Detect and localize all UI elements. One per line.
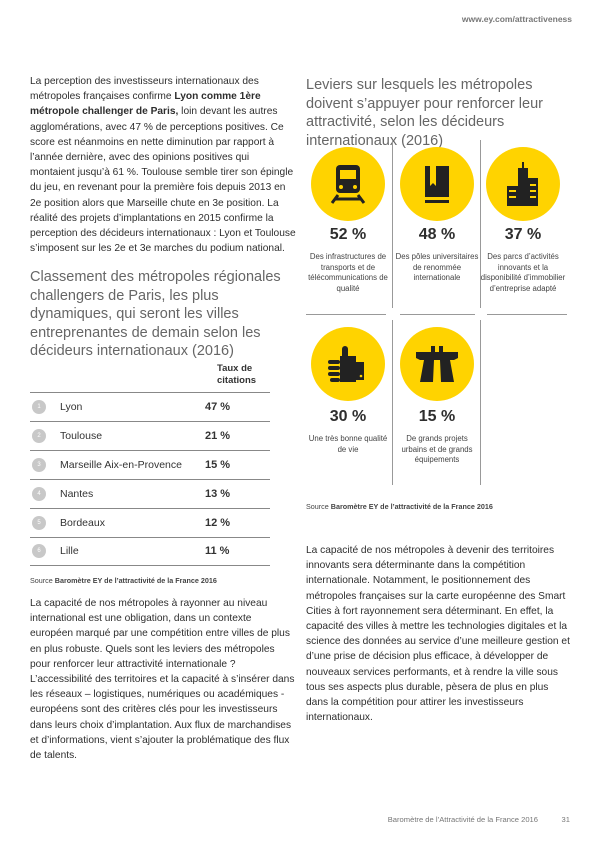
value: 12 % [205,516,231,529]
divider [392,140,393,308]
ranking-source: Source Baromètre EY de l’attractivité de… [30,576,296,586]
divider [400,314,475,315]
footer-title: Baromètre de l’Attractivité de la France… [387,815,538,824]
divider [480,320,481,485]
divider [392,320,393,485]
lever-value: 15 % [418,408,456,425]
table-row: 6 Lille 11 % [30,536,270,566]
value: 11 % [205,545,230,558]
city: Lille [60,545,79,558]
source-label: Source [30,575,55,585]
intro-bold: Lyon comme 1ère métropole challenger de … [30,91,261,118]
city: Toulouse [60,429,103,442]
lever-caption: Une très bonne qualité de vie [308,434,388,454]
value: 21 % [205,429,231,442]
page-number: 31 [561,815,570,824]
rank-badge: 1 [32,399,46,414]
left-column: La perception des investisseurs internat… [30,74,296,763]
right-paragraph: La capacité de nos métropoles à devenir … [306,545,570,724]
table-row: 3 Marseille Aix-en-Provence 15 % [30,449,270,479]
table-row: 2 Toulouse 21 % [30,420,270,450]
lever-value: 48 % [418,226,456,243]
value: 13 % [205,487,231,500]
ranking-title: Classement des métropoles régionales cha… [30,269,281,360]
table-row: 1 Lyon 47 % [30,391,270,421]
intro-paragraph: La perception des investisseurs internat… [30,74,296,256]
city: Marseille Aix-en-Provence [60,458,182,471]
website-url[interactable]: www.ey.com/attractiveness [461,14,572,24]
intro-text: La perception des investisseurs internat… [30,76,259,103]
divider [487,314,567,315]
train-icon [311,147,385,221]
thumbs-up-icon [311,327,385,401]
divider [480,140,481,308]
lever-caption: Des pôles universitaires de renommée int… [395,252,479,282]
rank-badge: 4 [32,486,46,501]
book-icon [400,147,474,221]
lever-value: 52 % [329,226,367,243]
rank-badge: 3 [32,457,46,472]
source-text: Baromètre EY de l’attractivité de la Fra… [330,502,493,511]
lever-value: 37 % [504,226,542,243]
divider [306,314,386,315]
rank-badge: 6 [32,544,46,559]
table-row: 5 Bordeaux 12 % [30,507,270,537]
rank-badge: 2 [32,428,46,443]
lever-caption: De grands projets urbains et de grands é… [401,434,473,464]
lever-value: 30 % [329,408,367,425]
source-label: Source [306,502,331,511]
intro-text-cont: loin devant les autres agglomérations, a… [30,106,296,255]
rank-badge: 5 [32,515,46,530]
levers-source: Source Baromètre EY de l’attractivité de… [306,502,493,512]
lever-caption: Des parcs d’activités innovants et la di… [480,252,566,293]
city: Bordeaux [60,516,105,529]
lever-caption: Des infrastructures de transports et de … [308,252,388,293]
ranking-table: 1 Lyon 47 % 2 Toulouse 21 % 3 Marseille Aix-e… [30,391,296,566]
buildings-icon [486,147,560,221]
highway-icon [400,327,474,401]
levers-title: Leviers sur lesquels les métropoles doiv… [306,77,543,149]
city: Nantes [60,487,94,500]
table-row: 4 Nantes 13 % [30,478,270,508]
column-header: Taux de citations [217,362,257,386]
value: 47 % [205,400,231,413]
source-text: Baromètre EY de l’attractivité de la Fra… [54,575,217,585]
city: Lyon [60,400,83,413]
left-paragraph: La capacité de nos métropoles à rayonner… [30,597,295,761]
value: 15 % [205,458,231,471]
